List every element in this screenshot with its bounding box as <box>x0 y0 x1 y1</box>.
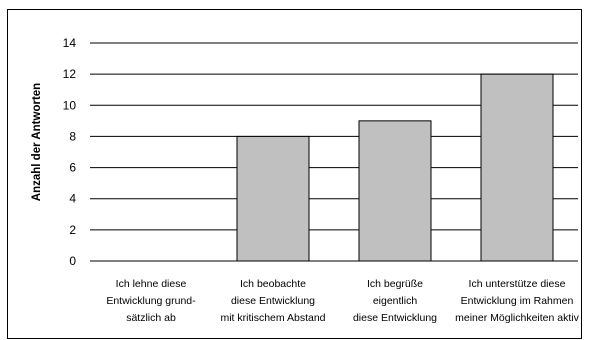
y-tick-label: 8 <box>69 129 76 143</box>
y-tick-label: 6 <box>69 161 76 175</box>
y-axis-label: Anzahl der Antworten <box>31 83 43 201</box>
bar <box>236 135 310 262</box>
bars <box>236 73 554 262</box>
category-label: Ich begrüße eigentlich diese Entwicklung <box>353 278 437 324</box>
y-tick-labels: 0 2 4 6 8 10 12 14 <box>63 36 77 268</box>
bar <box>358 120 432 262</box>
y-tick-label: 10 <box>63 98 77 112</box>
category-label: Ich unterstütze diese Entwicklung im Rahm… <box>455 278 579 324</box>
category-label: Ich lehne diese Entwicklung grund-sätzlic… <box>106 278 196 324</box>
y-tick-label: 12 <box>63 67 77 81</box>
category-labels: Ich lehne diese Entwicklung grund-sätzlic… <box>106 278 579 324</box>
y-tick-label: 14 <box>63 36 77 50</box>
y-tick-label: 0 <box>69 254 76 268</box>
y-tick-label: 4 <box>69 192 76 206</box>
y-tick-label: 2 <box>69 223 76 237</box>
category-label: Ich beobachte diese Entwicklung mit kritis… <box>220 278 325 324</box>
bar <box>480 73 554 262</box>
